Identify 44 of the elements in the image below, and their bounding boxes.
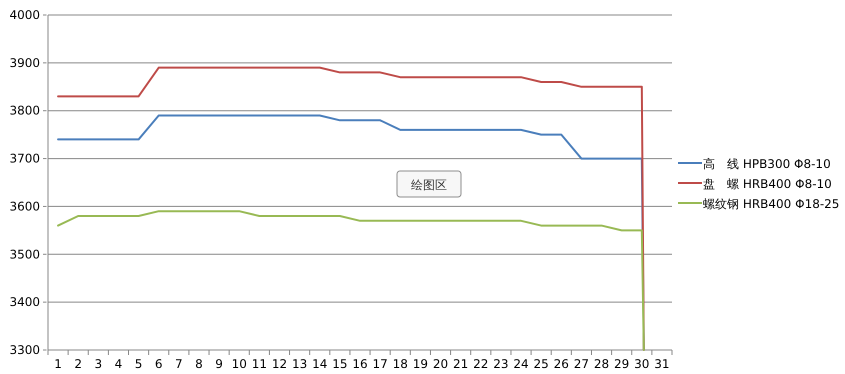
y-tick-label: 4000 — [9, 8, 40, 22]
y-tick-label: 3400 — [9, 295, 40, 310]
x-tick-label: 11 — [252, 357, 267, 371]
x-tick-label: 21 — [453, 357, 468, 371]
x-tick-label: 20 — [432, 357, 448, 371]
x-tick-label: 5 — [134, 357, 142, 371]
x-tick-label: 23 — [493, 357, 509, 371]
legend-label: 盘 螺 HRB400 Φ8-10 — [703, 177, 832, 191]
line-series — [57, 210, 645, 351]
legend-label: 螺纹钢 HRB400 Φ18-25 — [703, 197, 840, 211]
x-tick-label: 8 — [195, 357, 203, 371]
x-tick-label: 1 — [54, 357, 62, 371]
y-tick-label: 3300 — [9, 343, 40, 357]
x-tick-label: 13 — [292, 357, 308, 371]
x-tick-label: 10 — [232, 357, 247, 371]
x-tick-label: 4 — [114, 357, 122, 371]
x-tick-label: 31 — [654, 357, 670, 371]
y-tick-label: 3800 — [9, 104, 40, 118]
annotation: 绘图区 — [411, 178, 447, 192]
y-tick-label: 3900 — [9, 56, 40, 70]
x-tick-label: 25 — [534, 357, 549, 371]
x-tick-label: 2 — [74, 357, 82, 371]
x-tick-label: 16 — [352, 357, 368, 371]
x-tick-label: 22 — [473, 357, 488, 371]
x-tick-label: 15 — [332, 357, 348, 371]
x-tick-label: 17 — [372, 357, 388, 371]
x-tick-label: 28 — [594, 357, 610, 371]
x-tick-label: 26 — [554, 357, 569, 371]
x-tick-label: 27 — [574, 357, 590, 371]
y-tick-label: 3600 — [9, 199, 40, 214]
y-tick-label: 3700 — [9, 152, 40, 166]
x-tick-label: 19 — [412, 357, 428, 371]
x-tick-label: 24 — [513, 357, 529, 371]
x-tick-label: 3 — [94, 357, 102, 371]
x-tick-label: 9 — [215, 357, 223, 371]
y-tick-label: 3500 — [9, 247, 40, 262]
x-tick-label: 14 — [312, 357, 328, 371]
x-tick-label: 7 — [175, 357, 183, 371]
x-tick-label: 30 — [634, 357, 650, 371]
x-tick-label: 18 — [392, 357, 408, 371]
x-tick-label: 12 — [272, 357, 288, 371]
x-tick-label: 6 — [154, 357, 163, 371]
legend-label: 高 线 HPB300 Φ8-10 — [703, 157, 831, 171]
x-tick-label: 29 — [614, 357, 630, 371]
